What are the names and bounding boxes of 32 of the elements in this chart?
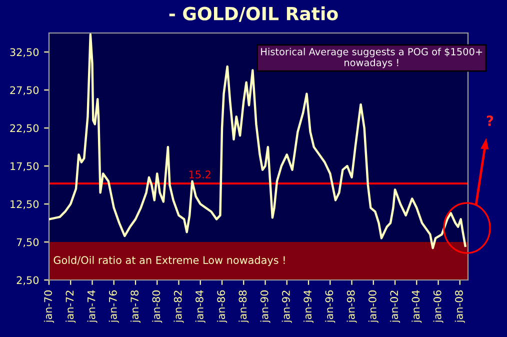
y-tick-label: 2,50 [16, 276, 39, 286]
x-tick-label: jan-00 [368, 290, 378, 323]
x-tick-label: jan-92 [282, 290, 292, 323]
x-tick-label: jan-94 [303, 290, 314, 323]
chart-title: - GOLD/OIL Ratio [169, 6, 338, 22]
band-label: Gold/Oil ratio at an Extreme Low nowadays ! [54, 256, 285, 266]
y-tick-label: 12,50 [10, 200, 39, 210]
y-tick-label: 32,50 [10, 48, 39, 58]
y-tick-label: 17,50 [10, 162, 39, 172]
y-tick-label: 7,50 [16, 238, 39, 248]
x-tick-label: jan-86 [216, 290, 228, 323]
y-tick-label: 27,50 [10, 86, 39, 96]
x-tick-label: jan-70 [44, 290, 54, 323]
x-tick-label: jan-04 [412, 290, 422, 323]
x-tick-label: jan-88 [238, 290, 249, 323]
x-tick-label: jan-06 [433, 290, 444, 323]
x-tick-label: jan-78 [130, 290, 141, 323]
x-tick-label: jan-98 [346, 290, 357, 323]
x-tick-label: jan-74 [87, 290, 98, 323]
x-tick-label: jan-72 [66, 290, 76, 323]
x-tick-label: jan-80 [152, 290, 162, 323]
text: ? [486, 116, 494, 126]
x-tick-label: jan-90 [260, 290, 270, 323]
x-tick-label: jan-02 [390, 290, 400, 323]
x-tick-label: jan-84 [195, 290, 206, 323]
annotation: Historical Average suggests a POG of $1500+ nowadays ! [261, 48, 482, 68]
y-tick-label: 22,50 [10, 124, 39, 134]
x-tick-label: jan-82 [174, 290, 184, 323]
ref-line-label: 15.2 [189, 170, 210, 178]
x-tick-label: jan-76 [108, 290, 119, 323]
x-tick-label: jan-96 [325, 290, 336, 323]
x-tick-label: jan-08 [454, 290, 465, 323]
